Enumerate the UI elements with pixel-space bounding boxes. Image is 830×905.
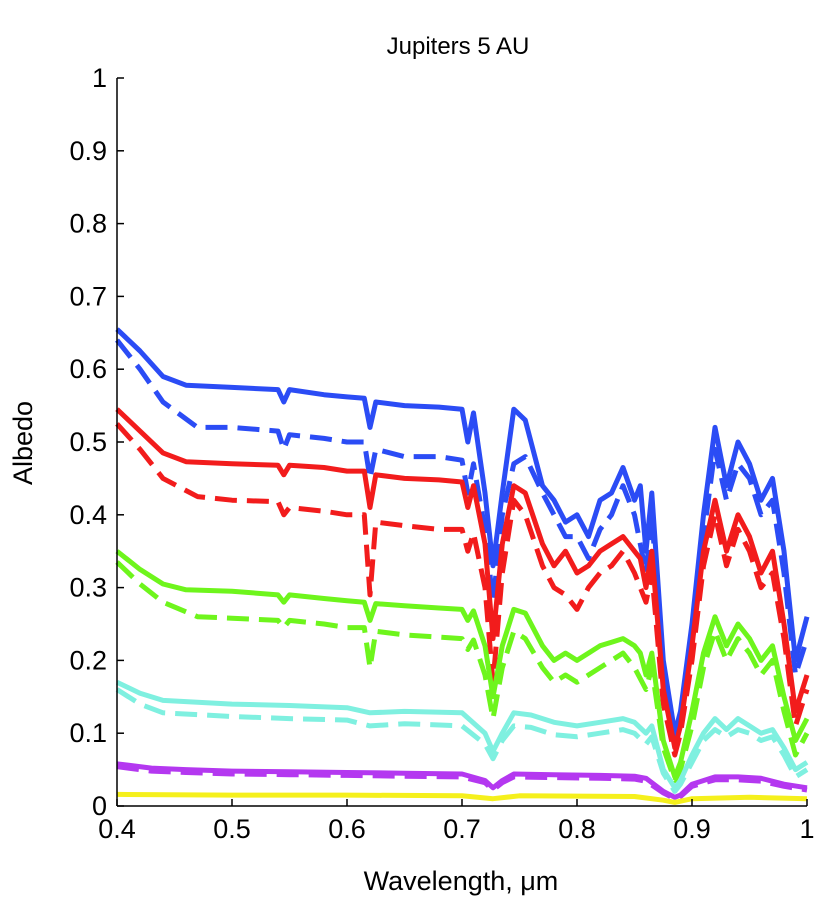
series-line-7-solid bbox=[115, 679, 809, 791]
series-line-1-solid bbox=[115, 327, 810, 736]
y-tick-label: 0.3 bbox=[69, 573, 107, 603]
series-line-10-dashed bbox=[116, 764, 808, 802]
x-tick-label: 0.5 bbox=[213, 814, 251, 844]
plot-area bbox=[115, 327, 810, 805]
y-tick-label: 0.6 bbox=[69, 354, 107, 384]
y-tick-label: 0.5 bbox=[69, 427, 107, 457]
y-tick-label: 0.2 bbox=[69, 645, 107, 675]
axes: 0.4 0.5 0.6 0.7 0.8 0.9 1 0 0.1 0.2 0.3 0.4 0.5 0.6 0.… bbox=[69, 63, 814, 844]
series-line-11-solid bbox=[116, 791, 808, 805]
series-line-5-solid bbox=[115, 549, 810, 780]
x-axis-label: Wavelength, μm bbox=[364, 866, 559, 896]
x-tick-label: 0.6 bbox=[328, 814, 366, 844]
y-tick-label: 0.9 bbox=[69, 136, 107, 166]
x-tick-label: 0.8 bbox=[558, 814, 596, 844]
x-tick-label: 0.9 bbox=[673, 814, 711, 844]
y-tick-label: 1 bbox=[92, 63, 107, 93]
series-line-2-dashed bbox=[115, 338, 810, 743]
y-tick-label: 0.7 bbox=[69, 281, 107, 311]
x-tick-label: 0.7 bbox=[443, 814, 481, 844]
series-line-8-dashed bbox=[115, 687, 809, 794]
y-tick-label: 0.4 bbox=[69, 500, 107, 530]
y-tick-label: 0 bbox=[92, 791, 107, 821]
x-tick-label: 1 bbox=[799, 814, 814, 844]
x-tick-label: 0.4 bbox=[98, 814, 136, 844]
series-line-4-dashed bbox=[115, 422, 810, 758]
chart-title: Jupiters 5 AU bbox=[387, 33, 530, 60]
y-axis-label: Albedo bbox=[8, 401, 38, 485]
y-tick-label: 0.8 bbox=[69, 209, 107, 239]
series-line-6-dashed bbox=[115, 560, 810, 783]
y-tick-label: 0.1 bbox=[69, 718, 107, 748]
series-line-3-solid bbox=[115, 407, 810, 751]
series-line-9-solid bbox=[116, 761, 808, 800]
